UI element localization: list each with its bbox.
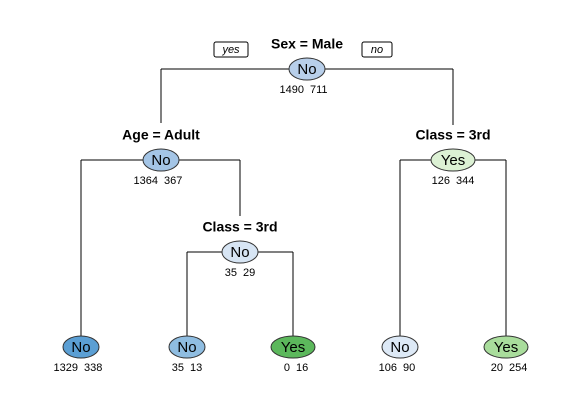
node <box>381 335 419 359</box>
node <box>168 335 206 359</box>
node-label: No <box>151 152 170 169</box>
count: 1364 <box>134 175 158 187</box>
count: 13 <box>190 362 202 374</box>
no-box <box>361 41 393 58</box>
node <box>430 148 476 172</box>
count: 126 <box>432 175 450 187</box>
node-label: Yes <box>441 152 465 169</box>
count: 106 <box>379 362 397 374</box>
count: 35 <box>172 362 184 374</box>
node-label: Yes <box>281 339 305 356</box>
node-label: No <box>230 244 249 261</box>
node <box>142 148 180 172</box>
edge-label-no: no <box>371 44 383 56</box>
count: 711 <box>310 84 328 96</box>
count: 29 <box>243 267 255 279</box>
count: 0 <box>284 362 290 374</box>
node-label: No <box>390 339 409 356</box>
count: 1490 <box>280 84 304 96</box>
edge-label-yes: yes <box>221 44 240 56</box>
count: 338 <box>84 362 102 374</box>
node-label: No <box>297 61 316 78</box>
count: 90 <box>403 362 415 374</box>
yes-box <box>213 41 249 58</box>
count: 20 <box>491 362 503 374</box>
node-label: No <box>177 339 196 356</box>
node <box>483 335 529 359</box>
count: 367 <box>164 175 182 187</box>
count: 344 <box>456 175 474 187</box>
node-label: Yes <box>494 339 518 356</box>
node <box>288 57 326 81</box>
count: 254 <box>509 362 527 374</box>
count: 16 <box>296 362 308 374</box>
split-label: Class = 3rd <box>202 219 277 235</box>
node <box>62 335 100 359</box>
split-label: Sex = Male <box>271 36 343 52</box>
node <box>270 335 316 359</box>
node-label: No <box>71 339 90 356</box>
count: 1329 <box>54 362 78 374</box>
count: 35 <box>225 267 237 279</box>
split-label: Class = 3rd <box>415 127 490 143</box>
split-label: Age = Adult <box>122 127 200 143</box>
node <box>221 240 259 264</box>
